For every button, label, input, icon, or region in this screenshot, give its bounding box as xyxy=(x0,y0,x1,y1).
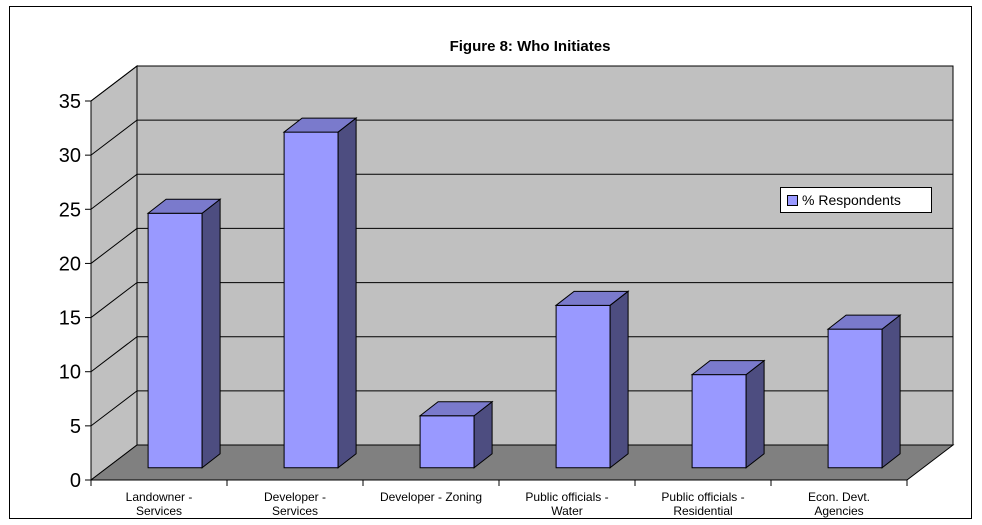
legend-swatch xyxy=(787,194,798,206)
x-tick-label: Developer - Zoning xyxy=(380,490,482,504)
bar-top xyxy=(826,314,902,330)
gridline xyxy=(90,119,953,156)
x-tick-label: Landowner - xyxy=(126,490,193,504)
x-tick-label: Services xyxy=(136,504,182,518)
side-wall xyxy=(90,64,138,482)
bar-top xyxy=(418,401,494,417)
gridline xyxy=(90,282,953,318)
bar-front xyxy=(147,212,203,469)
x-tick-label: Developer - xyxy=(264,490,326,504)
y-tick-label: 15 xyxy=(59,308,81,330)
x-tick-label: Agencies xyxy=(814,504,863,518)
y-tick-label: 20 xyxy=(59,253,81,275)
bar-front xyxy=(283,131,339,469)
bar-side xyxy=(337,117,357,469)
bar-side xyxy=(881,314,901,469)
bar-side xyxy=(201,198,221,469)
x-tick-label: Econ. Devt. xyxy=(808,490,870,504)
x-tick-label: Water xyxy=(551,504,583,518)
bar-top xyxy=(146,198,222,214)
y-tick-label: 25 xyxy=(59,199,81,221)
bar-front xyxy=(419,415,475,469)
gridline xyxy=(90,227,953,264)
legend-label: % Respondents xyxy=(802,192,901,208)
y-tick-label: 5 xyxy=(70,416,81,438)
bar-front xyxy=(691,374,747,469)
gridline xyxy=(90,65,953,102)
bar-top xyxy=(690,360,766,376)
x-tick-label: Residential xyxy=(673,504,732,518)
bar-front xyxy=(827,328,883,469)
y-tick-label: 0 xyxy=(70,470,81,492)
bar-side xyxy=(609,290,629,469)
y-tick-label: 10 xyxy=(59,362,81,384)
y-tick-label: 35 xyxy=(59,91,81,113)
x-tick-label: Public officials - xyxy=(525,490,608,504)
bar-side xyxy=(745,359,765,469)
gridline xyxy=(90,336,953,373)
bar-top xyxy=(282,117,358,133)
bar-top xyxy=(554,290,630,306)
gridline xyxy=(90,173,953,210)
x-tick-label: Public officials - xyxy=(661,490,744,504)
chart-title: Figure 8: Who Initiates xyxy=(449,38,611,55)
y-tick-label: 30 xyxy=(59,145,81,167)
gridline xyxy=(90,390,953,427)
x-tick-label: Services xyxy=(272,504,318,518)
bar-front xyxy=(555,304,611,469)
legend: % Respondents xyxy=(780,187,932,213)
